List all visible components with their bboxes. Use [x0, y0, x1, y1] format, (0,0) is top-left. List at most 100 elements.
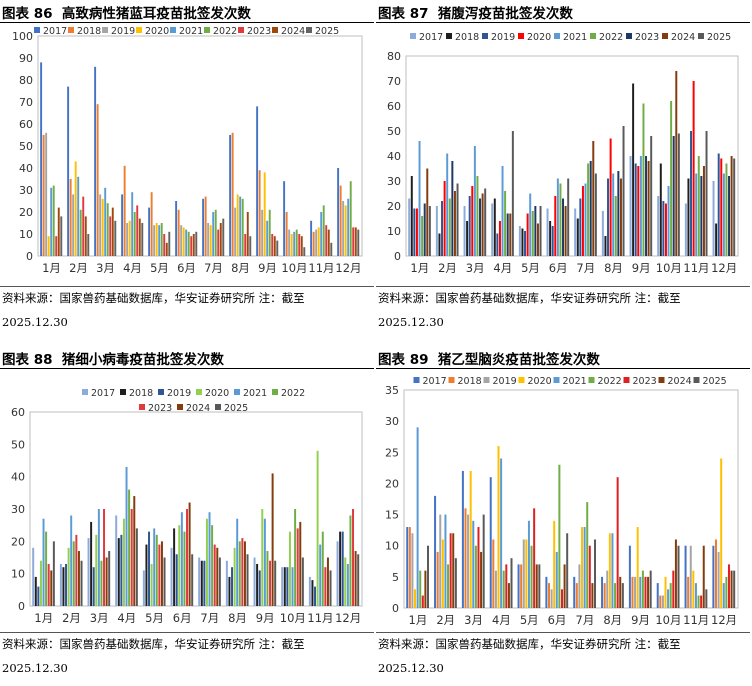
legend-label: 2018 [77, 26, 101, 37]
bar-2023 [269, 560, 272, 606]
legend-label: 2019 [111, 26, 135, 37]
bar-2019 [342, 201, 345, 256]
y-tick-label: 40 [387, 150, 401, 163]
legend-label: 2022 [281, 388, 305, 399]
bar-2021 [473, 146, 476, 256]
bar-2020 [288, 531, 291, 606]
x-tick-label: 5月 [150, 261, 169, 275]
bar-2019 [258, 570, 261, 606]
bar-2017 [198, 557, 201, 606]
bar-2023 [727, 564, 730, 608]
legend-label: 2025 [315, 26, 339, 37]
bar-2022 [160, 223, 163, 256]
bar-2024 [674, 539, 677, 608]
x-tick-label: 10月 [280, 611, 306, 625]
bar-2019 [37, 586, 40, 606]
bar-2018 [339, 185, 342, 256]
bar-2017 [202, 198, 205, 256]
bar-2018 [117, 538, 120, 606]
legend-swatch [518, 33, 524, 39]
bar-2020 [95, 534, 98, 606]
bar-2019 [689, 545, 692, 608]
bar-2020 [664, 576, 667, 608]
legend-label: 2022 [213, 26, 237, 37]
bar-2017 [283, 181, 286, 256]
bar-2025 [249, 236, 252, 256]
bar-2024 [536, 223, 539, 256]
bar-2018 [576, 218, 579, 256]
bar-2025 [733, 158, 736, 256]
x-tick-label: 12月 [335, 261, 361, 275]
bar-2017 [656, 583, 659, 608]
bar-2025 [80, 560, 83, 606]
bar-2020 [344, 205, 347, 256]
x-tick-label: 9月 [632, 261, 651, 275]
bar-2017 [546, 208, 549, 256]
bar-2020 [236, 194, 239, 256]
y-tick-label: 20 [19, 206, 33, 219]
legend-swatch [446, 33, 452, 39]
bar-2022 [502, 570, 505, 608]
bar-2017 [684, 203, 687, 256]
legend-swatch [34, 27, 40, 33]
bar-2022 [295, 229, 298, 256]
legend-swatch [272, 389, 278, 395]
bar-2019 [72, 194, 75, 256]
bar-2025 [87, 234, 90, 256]
legend-swatch [82, 389, 88, 395]
bar-2021 [158, 225, 161, 256]
y-tick-label: 50 [11, 438, 25, 451]
x-tick-label: 9月 [631, 613, 650, 627]
bar-2024 [424, 570, 427, 608]
bar-2020 [67, 547, 70, 606]
bar-2017 [517, 564, 520, 608]
bar-2017 [115, 515, 118, 606]
bar-2017 [40, 62, 43, 257]
bar-2017 [406, 527, 409, 608]
bar-2025 [141, 223, 144, 256]
y-tick-label: 60 [19, 118, 33, 131]
x-tick-label: 11月 [683, 613, 709, 627]
bar-2024 [84, 216, 87, 256]
legend-label: 2017 [423, 376, 447, 387]
y-tick-label: 20 [387, 200, 401, 213]
x-tick-label: 8月 [231, 261, 250, 275]
x-tick-label: 5月 [521, 261, 540, 275]
bar-2023 [589, 161, 592, 256]
legend-swatch [626, 33, 632, 39]
source-rule [0, 286, 374, 287]
bar-2025 [733, 570, 736, 608]
bar-2023 [506, 213, 509, 256]
legend-swatch [68, 27, 74, 33]
bar-2019 [522, 539, 525, 608]
bar-2018 [604, 236, 607, 256]
source-note: 资料来源：国家兽药基础数据库，华安证券研究所 注：截至 2025.12.30 [378, 286, 681, 334]
bar-2021 [722, 583, 725, 608]
x-tick-label: 11月 [683, 261, 709, 275]
bar-chart: 0 10 20 30 40 50 60 70 80 1月 2月 3月 4月 5月 6月 7月 8月 9月 10月 11… [387, 32, 739, 275]
bar-2019 [153, 225, 156, 256]
bar-2023 [190, 236, 193, 256]
bar-2019 [634, 576, 637, 608]
bar-2024 [192, 234, 195, 256]
bar-2020 [720, 458, 723, 608]
bar-2024 [730, 570, 733, 608]
bar-2020 [581, 527, 584, 608]
bar-2023 [616, 477, 619, 608]
bar-2018 [42, 135, 45, 256]
x-tick-label: 3月 [464, 613, 483, 627]
bar-2020 [209, 225, 212, 256]
source-note: 资料来源：国家兽药基础数据库，华安证券研究所 注：截至 2025.12.30 [2, 632, 305, 680]
bar-2024 [354, 227, 357, 256]
legend-swatch [170, 27, 176, 33]
bar-2020 [128, 220, 131, 256]
bar-2021 [611, 533, 614, 608]
bar-2018 [204, 196, 207, 256]
bar-2021 [42, 518, 45, 606]
x-tick-label: 5月 [145, 611, 164, 625]
bar-2023 [82, 196, 85, 256]
y-tick-label: 0 [392, 602, 399, 615]
bar-2021 [444, 514, 447, 608]
bar-2017 [461, 470, 464, 608]
legend-swatch [518, 377, 525, 383]
